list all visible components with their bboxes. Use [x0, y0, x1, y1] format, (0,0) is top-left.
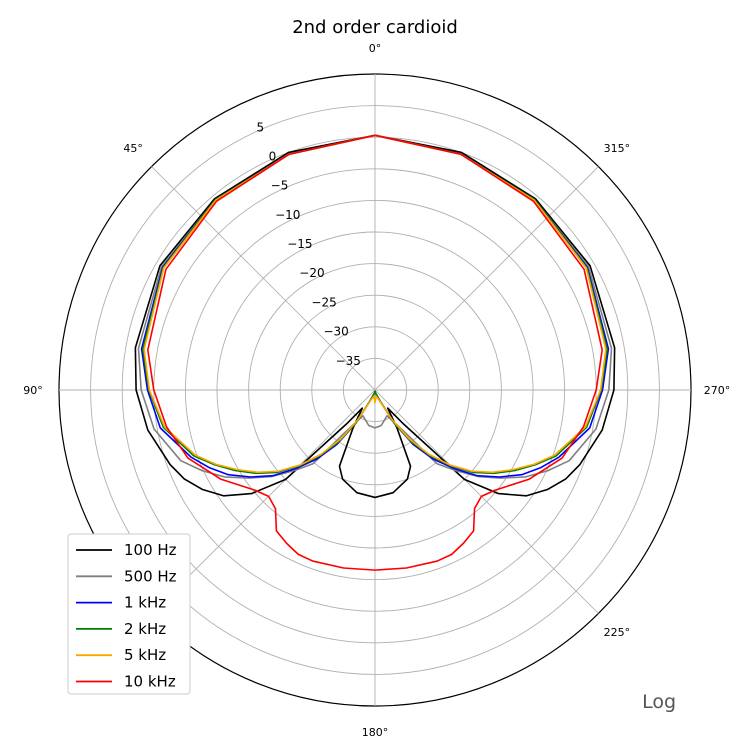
legend-label: 1 kHz: [124, 594, 166, 612]
legend: 100 Hz 500 Hz 1 kHz 2 kHz 5 kHz 10 kHz: [67, 533, 191, 695]
grid-spoke-1: [151, 166, 376, 391]
angle-tick-label: 315°: [604, 142, 631, 155]
angle-tick-label: 0°: [369, 42, 382, 55]
r-tick-label: −10: [275, 208, 300, 222]
angle-tick-labels: 0° 45° 90° 180° 225° 270° 315°: [23, 42, 730, 739]
legend-label: 2 kHz: [124, 620, 166, 638]
series-lines: [134, 134, 616, 571]
series-line-5: [147, 134, 603, 571]
series-line-1: [137, 134, 613, 479]
chart-title: 2nd order cardioid: [292, 17, 458, 38]
radial-tick-labels: −35 −30 −25 −20 −15 −10 −5 0 5: [257, 120, 361, 368]
r-tick-label: −20: [299, 266, 324, 280]
legend-label: 100 Hz: [124, 541, 177, 559]
legend-frame: [67, 533, 191, 695]
legend-label: 10 kHz: [124, 673, 176, 691]
log-scale-note: Log: [642, 691, 676, 713]
r-tick-label: −15: [287, 237, 312, 251]
angle-tick-label: 45°: [123, 142, 143, 155]
r-tick-label: −25: [311, 295, 336, 309]
r-tick-label: −35: [336, 354, 361, 368]
legend-label: 5 kHz: [124, 646, 166, 664]
r-tick-label: −30: [323, 325, 348, 339]
angle-tick-label: 270°: [704, 384, 731, 397]
legend-label: 500 Hz: [124, 567, 177, 585]
grid-spoke-7: [374, 166, 599, 391]
r-tick-label: 5: [257, 120, 265, 134]
angle-tick-label: 180°: [362, 726, 389, 739]
r-tick-label: 0: [269, 149, 277, 163]
series-line-4: [143, 134, 607, 474]
polar-grid: [58, 73, 692, 707]
angle-tick-label: 90°: [23, 384, 43, 397]
r-tick-label: −5: [271, 179, 289, 193]
series-line-0: [134, 134, 616, 499]
angle-tick-label: 225°: [604, 626, 631, 639]
grid-spoke-5: [374, 389, 599, 614]
